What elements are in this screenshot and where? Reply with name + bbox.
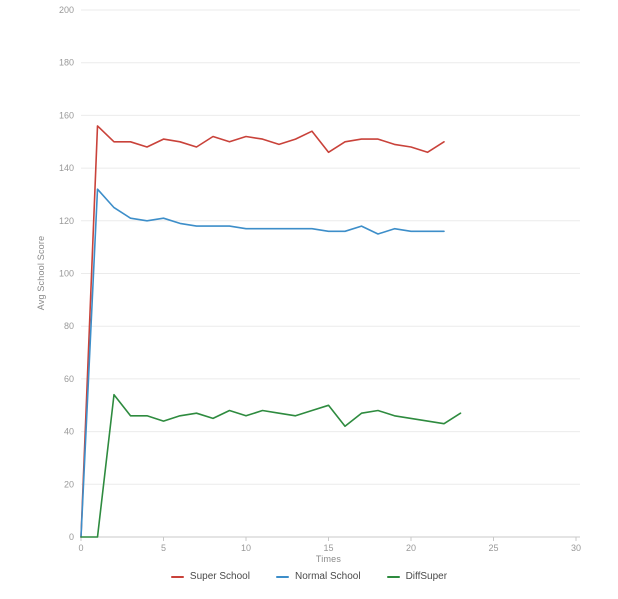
legend-marker bbox=[170, 575, 184, 578]
legend-item-diffsuper[interactable]: DiffSuper bbox=[386, 571, 448, 582]
y-tick-label: 160 bbox=[59, 110, 74, 120]
x-tick-label: 10 bbox=[241, 543, 251, 553]
x-tick-label: 5 bbox=[161, 543, 166, 553]
y-tick-label: 200 bbox=[59, 5, 74, 15]
x-tick-label: 15 bbox=[323, 543, 333, 553]
y-tick-label: 80 bbox=[64, 321, 74, 331]
legend-label: DiffSuper bbox=[405, 571, 448, 582]
legend-label: Super School bbox=[189, 571, 250, 582]
x-tick-label: 0 bbox=[78, 543, 83, 553]
legend: Super School Normal School DiffSuper bbox=[0, 571, 618, 582]
y-axis-title: Avg School Score bbox=[36, 235, 46, 311]
legend-item-super-school[interactable]: Super School bbox=[170, 571, 250, 582]
x-tick-label: 25 bbox=[488, 543, 498, 553]
legend-item-normal-school[interactable]: Normal School bbox=[275, 571, 361, 582]
x-tick-label: 30 bbox=[571, 543, 581, 553]
y-tick-label: 120 bbox=[59, 216, 74, 226]
series-line-normal-school bbox=[80, 188, 445, 538]
series-line-diffsuper bbox=[80, 393, 462, 538]
series-line-super-school bbox=[80, 125, 445, 538]
x-tick-label: 20 bbox=[406, 543, 416, 553]
y-tick-label: 140 bbox=[59, 163, 74, 173]
y-tick-label: 20 bbox=[64, 479, 74, 489]
y-tick-label: 60 bbox=[64, 374, 74, 384]
legend-marker bbox=[386, 575, 400, 578]
legend-marker bbox=[275, 575, 289, 578]
y-tick-label: 180 bbox=[59, 58, 74, 68]
y-tick-label: 40 bbox=[64, 427, 74, 437]
x-axis-title: Times bbox=[315, 554, 342, 564]
legend-label: Normal School bbox=[294, 571, 361, 582]
y-tick-label: 0 bbox=[69, 532, 74, 542]
y-tick-label: 100 bbox=[59, 269, 74, 279]
